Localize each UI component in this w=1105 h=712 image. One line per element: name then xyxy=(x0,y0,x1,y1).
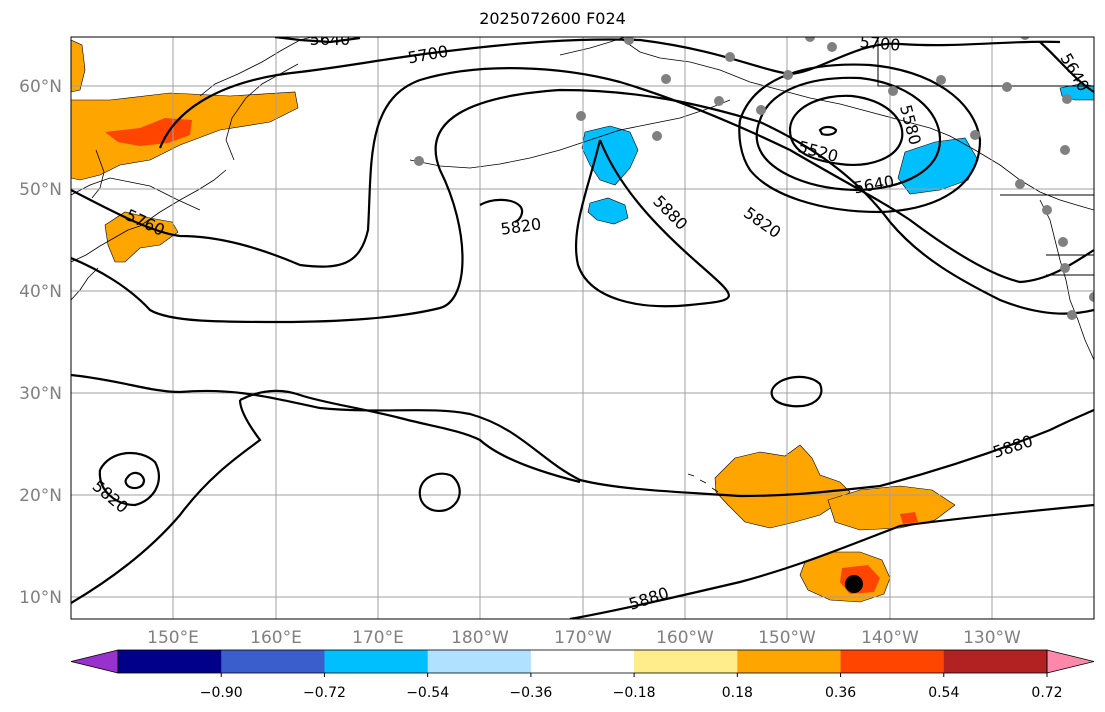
colorbar-tick-label: −0.54 xyxy=(406,685,449,701)
lon-label: 130°W xyxy=(963,628,1021,648)
contour-5640-top xyxy=(274,37,361,44)
colorbar-ticks: −0.90 −0.72 −0.54 −0.36 −0.18 0.18 0.36 0.54 0.7… xyxy=(200,673,1063,701)
lon-label: 160°E xyxy=(250,628,302,648)
colorbar-segment xyxy=(737,650,842,673)
contour-5760-south xyxy=(71,67,1094,284)
red-area-subtropic-ridge xyxy=(900,512,918,524)
orange-area-japan xyxy=(104,211,179,263)
contour-loop-20n xyxy=(418,472,461,512)
contour-5520-center xyxy=(818,125,838,136)
lon-label: 160°W xyxy=(656,628,714,648)
graticule xyxy=(71,37,1094,619)
blue-area-aleutian xyxy=(581,125,639,186)
colorbar-tick-label: −0.18 xyxy=(613,685,656,701)
lat-label: 60°N xyxy=(19,77,62,97)
lon-label: 180°W xyxy=(451,628,509,648)
colorbar-segment xyxy=(221,650,325,673)
japan-coast xyxy=(71,225,141,263)
contour-label: 5640 xyxy=(310,30,351,49)
colorbar-segment xyxy=(118,650,222,673)
colorbar-tick-label: 0.54 xyxy=(928,685,959,701)
contour-5820-loop-sw xyxy=(98,451,161,507)
longitude-labels: 150°E 160°E 170°E 180°W 170°W 160°W 150°… xyxy=(147,628,1021,648)
contour-5820-mid xyxy=(71,88,1094,324)
colorbar-frame xyxy=(117,649,1048,674)
latitude-labels: 60°N 50°N 40°N 30°N 20°N 10°N xyxy=(19,77,62,608)
contour-5880-main xyxy=(71,373,1094,498)
lon-label: 170°E xyxy=(352,628,404,648)
map-border xyxy=(70,36,1095,620)
contour-5880-southeast xyxy=(569,503,1094,619)
colorbar-tick-label: 0.18 xyxy=(722,685,753,701)
orange-area-subtropic-ridge xyxy=(827,485,956,531)
map-title: 2025072600 F024 xyxy=(479,9,626,28)
asia-coast-north xyxy=(71,177,201,211)
kuril-chain xyxy=(139,169,227,227)
lon-label: 170°W xyxy=(554,628,612,648)
colorbar-segment xyxy=(324,650,429,673)
lon-label: 150°E xyxy=(147,628,199,648)
contour-5640-low xyxy=(738,63,982,214)
station-markers xyxy=(414,37,1094,320)
red-area-kamchatka-sea xyxy=(105,118,192,146)
contour-5880-north xyxy=(574,139,730,308)
colorbar-tick-label: 0.36 xyxy=(825,685,856,701)
colorbar-extend-high xyxy=(1046,649,1095,674)
hawaii-islands xyxy=(687,473,719,493)
contour-5880-inner-loop xyxy=(239,389,581,484)
anomaly-shading xyxy=(71,39,1094,603)
colorbar-tick-label: 0.72 xyxy=(1031,685,1062,701)
lat-label: 10°N xyxy=(19,588,62,608)
colorbar-segment xyxy=(530,650,635,673)
alaska-coast xyxy=(619,37,1094,211)
contour-loop-30n xyxy=(770,375,823,408)
contour-label: 5700 xyxy=(859,32,901,54)
colorbar-segments xyxy=(70,649,1095,674)
orange-area-northwest-edge xyxy=(71,39,86,93)
contour-5640-nw xyxy=(1039,41,1094,93)
lon-label: 140°W xyxy=(861,628,919,648)
lat-label: 30°N xyxy=(19,384,62,404)
lon-label: 150°W xyxy=(758,628,816,648)
contour-5820-short xyxy=(479,198,524,224)
japan-south xyxy=(71,267,99,301)
colorbar-segment xyxy=(840,650,945,673)
colorbar-segment xyxy=(634,650,738,673)
bc-coast xyxy=(1039,199,1094,361)
blue-area-aleutian-south xyxy=(587,197,629,225)
colorbar-tick-label: −0.36 xyxy=(509,685,552,701)
colorbar-tick-label: −0.72 xyxy=(303,685,346,701)
lat-label: 40°N xyxy=(19,282,62,302)
sakhalin-coast xyxy=(91,149,105,199)
orange-area-subtropic-east xyxy=(714,444,851,529)
cyclone-center-marker xyxy=(845,575,863,593)
colorbar-extend-low xyxy=(70,649,119,674)
contour-5820-loop-sw-inner xyxy=(124,471,146,490)
contour-5580-low xyxy=(755,76,942,192)
contour-5880-south xyxy=(71,399,262,604)
colorbar-tick-label: −0.90 xyxy=(200,685,243,701)
lat-label: 20°N xyxy=(19,486,62,506)
colorbar: −0.90 −0.72 −0.54 −0.36 −0.18 0.18 0.36 0.54 0.7… xyxy=(70,649,1095,701)
colorbar-segment xyxy=(427,650,532,673)
lat-label: 50°N xyxy=(19,180,62,200)
colorbar-segment xyxy=(943,650,1048,673)
contour-5520-low xyxy=(788,94,904,166)
